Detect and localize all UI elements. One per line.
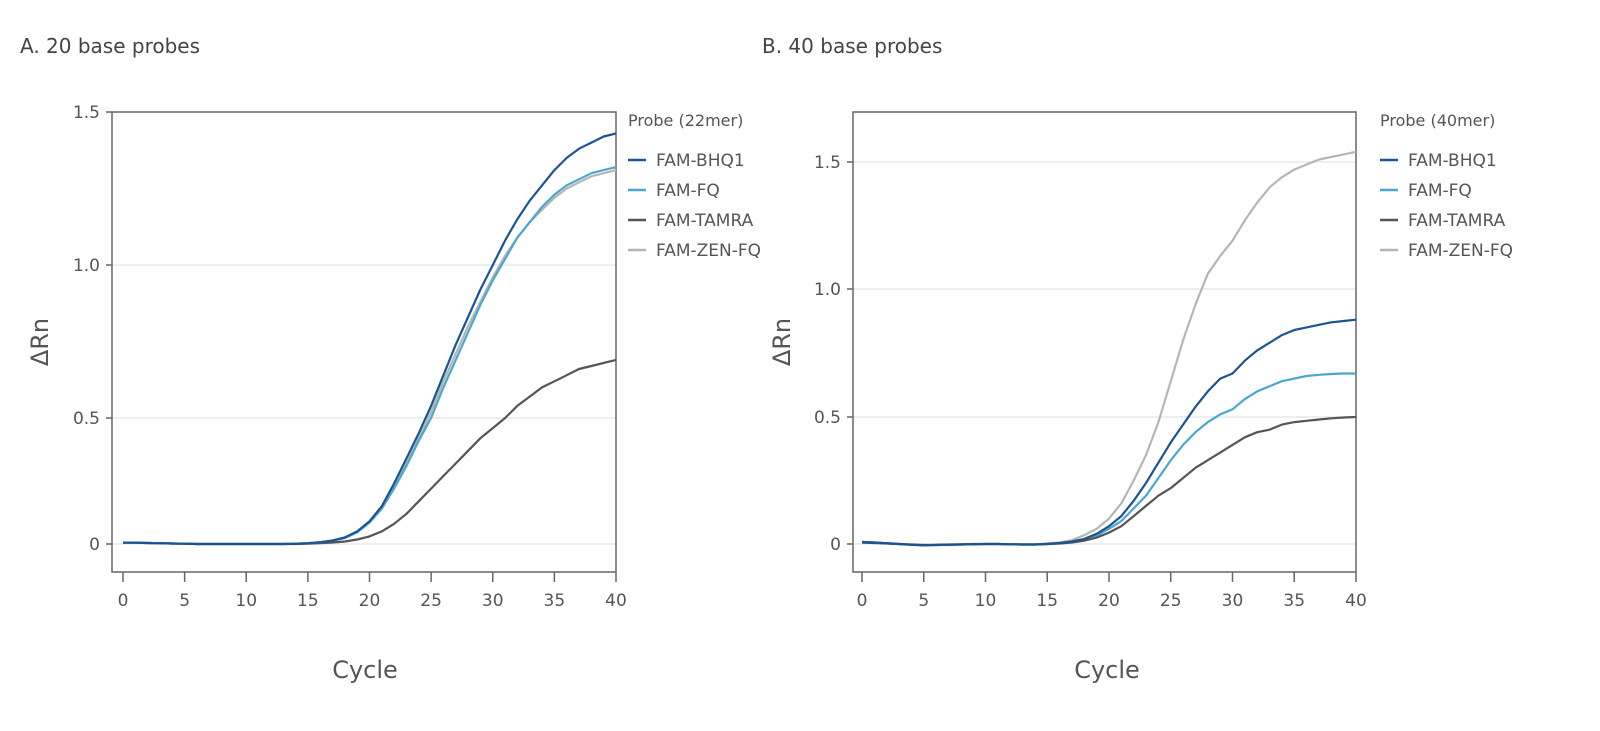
- x-tick-label: 10: [235, 591, 257, 611]
- legend-item-label: FAM-FQ: [656, 181, 720, 201]
- series-line-fam-bhq1: [123, 132, 617, 546]
- x-tick-label: 35: [1283, 591, 1305, 611]
- x-tick-label: 15: [297, 591, 319, 611]
- x-tick-label: 40: [605, 591, 627, 611]
- x-tick-label: 5: [918, 591, 929, 611]
- panel-a: A. 20 base probes Cycle ΔRn Probe (22mer…: [20, 34, 761, 684]
- x-tick-label: 40: [1345, 591, 1367, 611]
- legend-item-label: FAM-ZEN-FQ: [1408, 241, 1513, 261]
- chart-title: B. 40 base probes: [762, 34, 942, 58]
- x-tick-label: 35: [544, 591, 566, 611]
- y-tick-label: 1.5: [814, 153, 841, 173]
- x-tick-label: 30: [482, 591, 504, 611]
- series-line-fam-bhq1: [861, 318, 1357, 547]
- x-tick-label: 25: [1160, 591, 1182, 611]
- x-axis-label: Cycle: [1074, 656, 1140, 684]
- legend-item-label: FAM-ZEN-FQ: [656, 241, 761, 261]
- y-tick-label: 0.5: [814, 408, 841, 428]
- y-axis-label: ΔRn: [26, 318, 54, 366]
- y-axis-label: ΔRn: [768, 318, 796, 366]
- x-tick-label: 0: [857, 591, 868, 611]
- legend-item-label: FAM-TAMRA: [1408, 211, 1506, 231]
- y-tick-label: 0: [830, 535, 841, 555]
- x-tick-label: 0: [118, 591, 129, 611]
- x-tick-label: 30: [1222, 591, 1244, 611]
- plot-frame: [852, 111, 1357, 573]
- legend-item-label: FAM-FQ: [1408, 181, 1472, 201]
- x-tick-label: 10: [975, 591, 997, 611]
- y-tick-label: 1.0: [814, 280, 841, 300]
- chart-title: A. 20 base probes: [20, 34, 200, 58]
- y-tick-label: 1.0: [73, 256, 100, 276]
- plot-frame: [111, 111, 617, 573]
- x-tick-label: 5: [179, 591, 190, 611]
- x-tick-label: 20: [359, 591, 381, 611]
- x-tick-label: 15: [1036, 591, 1058, 611]
- x-tick-label: 25: [420, 591, 442, 611]
- legend-title: Probe (40mer): [1380, 111, 1495, 130]
- panel-b: B. 40 base probes Cycle ΔRn Probe (40mer…: [762, 34, 1513, 684]
- series-line-fam-zen-fq: [123, 169, 617, 546]
- y-tick-label: 1.5: [73, 103, 100, 123]
- legend-item-label: FAM-TAMRA: [656, 211, 754, 231]
- legend-item-label: FAM-BHQ1: [1408, 151, 1497, 171]
- legend-item-label: FAM-BHQ1: [656, 151, 745, 171]
- x-axis-label: Cycle: [332, 656, 398, 684]
- y-tick-label: 0.5: [73, 409, 100, 429]
- series-line-fam-tamra: [123, 358, 617, 546]
- x-tick-label: 20: [1098, 591, 1120, 611]
- series-line-fam-zen-fq: [861, 150, 1357, 547]
- legend-title: Probe (22mer): [628, 111, 743, 130]
- series-line-fam-fq: [123, 166, 617, 546]
- y-tick-label: 0: [89, 535, 100, 555]
